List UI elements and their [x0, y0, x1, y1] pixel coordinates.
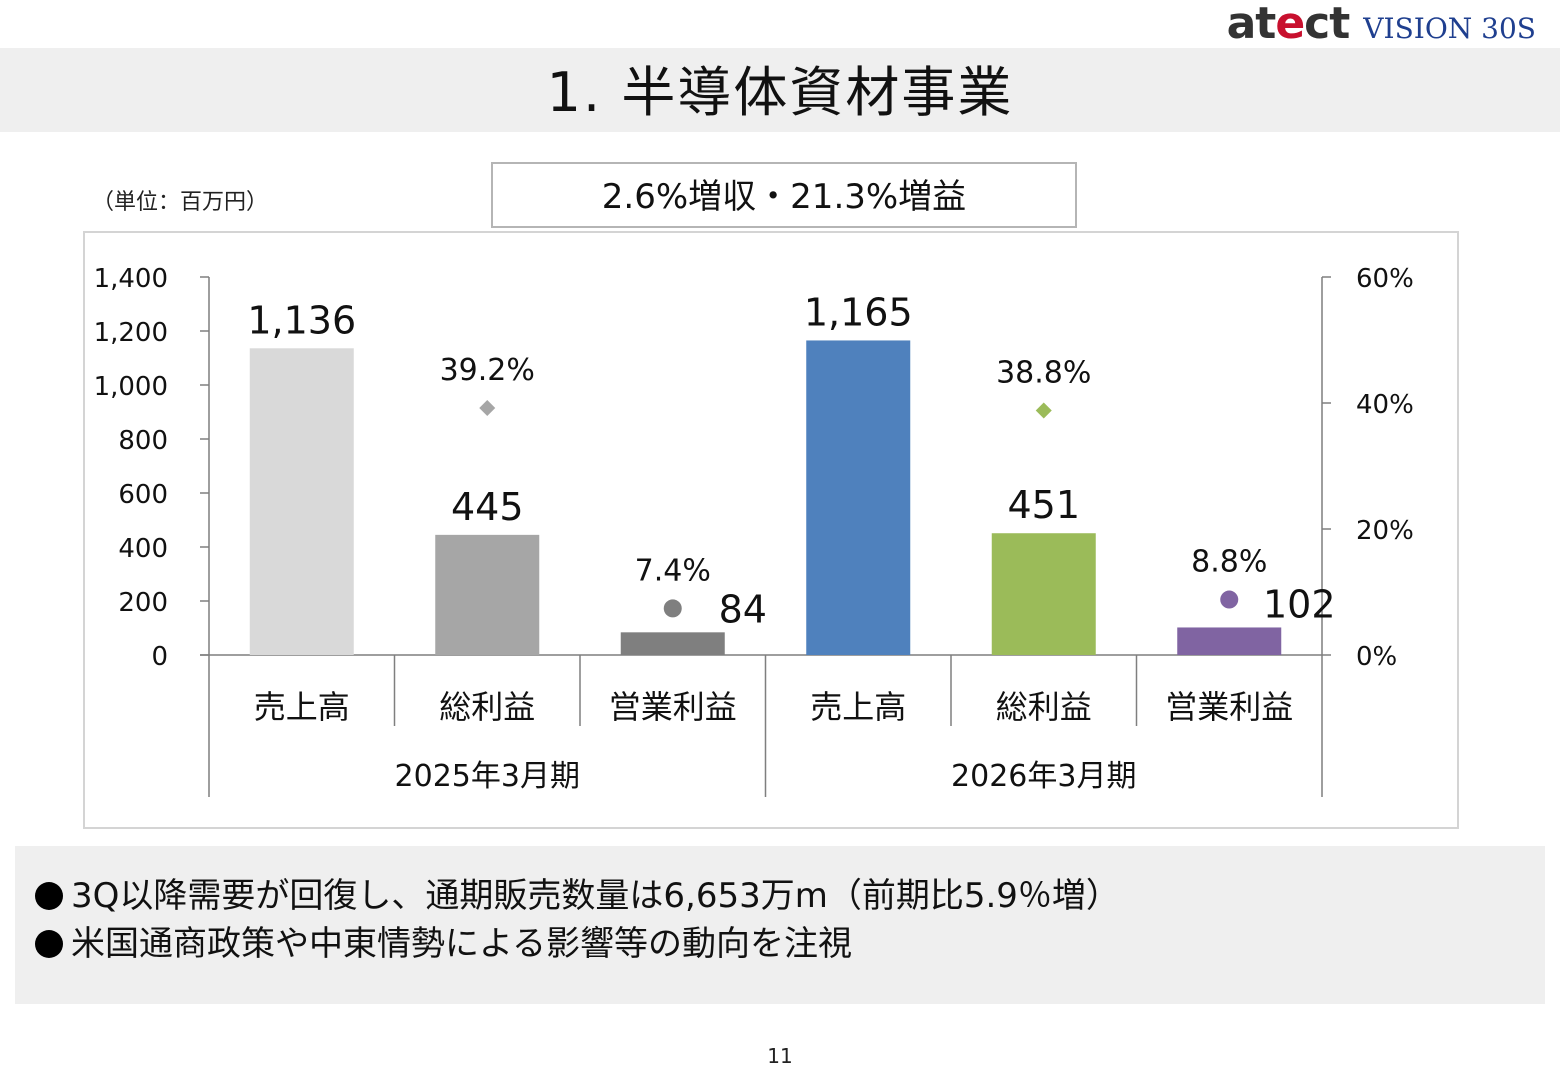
bullet-icon	[35, 930, 63, 958]
logo-tagline: VISION 30S	[1363, 12, 1536, 45]
headline-box: 2.6%増収・21.3%増益	[491, 162, 1077, 228]
unit-label: （単位：百万円）	[92, 190, 269, 215]
notes-panel: 3Q以降需要が回復し、通期販売数量は6,653万m（前期比5.9％増） 米国通商…	[15, 846, 1545, 1004]
note-item: 3Q以降需要が回復し、通期販売数量は6,653万m（前期比5.9％増）	[35, 872, 1545, 920]
bullet-icon	[35, 882, 63, 910]
chart-frame	[83, 231, 1459, 829]
note-item: 米国通商政策や中東情勢による影響等の動向を注視	[35, 920, 1545, 968]
note-text: 米国通商政策や中東情勢による影響等の動向を注視	[71, 924, 852, 964]
page-title: 1. 半導体資材事業	[546, 61, 1014, 124]
title-band	[0, 48, 1560, 132]
logo-wordmark: atect	[1226, 0, 1351, 49]
company-logo: atect VISION 30S	[1227, 2, 1536, 46]
page-number: 11	[767, 1044, 793, 1068]
note-text: 3Q以降需要が回復し、通期販売数量は6,653万m（前期比5.9％増）	[71, 876, 1120, 916]
